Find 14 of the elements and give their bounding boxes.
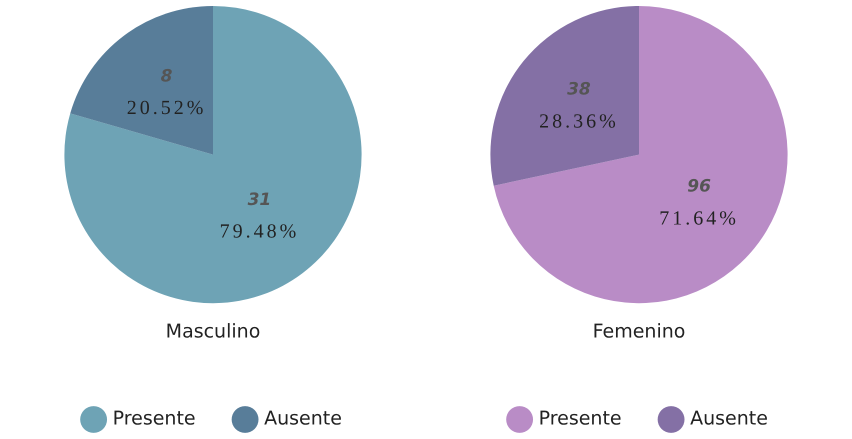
text: Masculino: [166, 320, 260, 343]
data-label: 71.64%: [659, 207, 739, 230]
legend-label: Ausente: [264, 407, 342, 430]
text: 38: [567, 79, 591, 100]
text: 8: [160, 66, 172, 86]
legend-label: Ausente: [690, 407, 768, 430]
text: 31: [248, 190, 272, 210]
text: Femenino: [592, 320, 686, 343]
legend-label: Presente: [538, 407, 622, 430]
data-label: 20.52%: [126, 97, 206, 120]
data-label: 79.48%: [220, 220, 300, 243]
legend-label: Presente: [112, 407, 196, 430]
text: 96: [687, 176, 711, 197]
data-label: 28.36%: [539, 110, 619, 132]
